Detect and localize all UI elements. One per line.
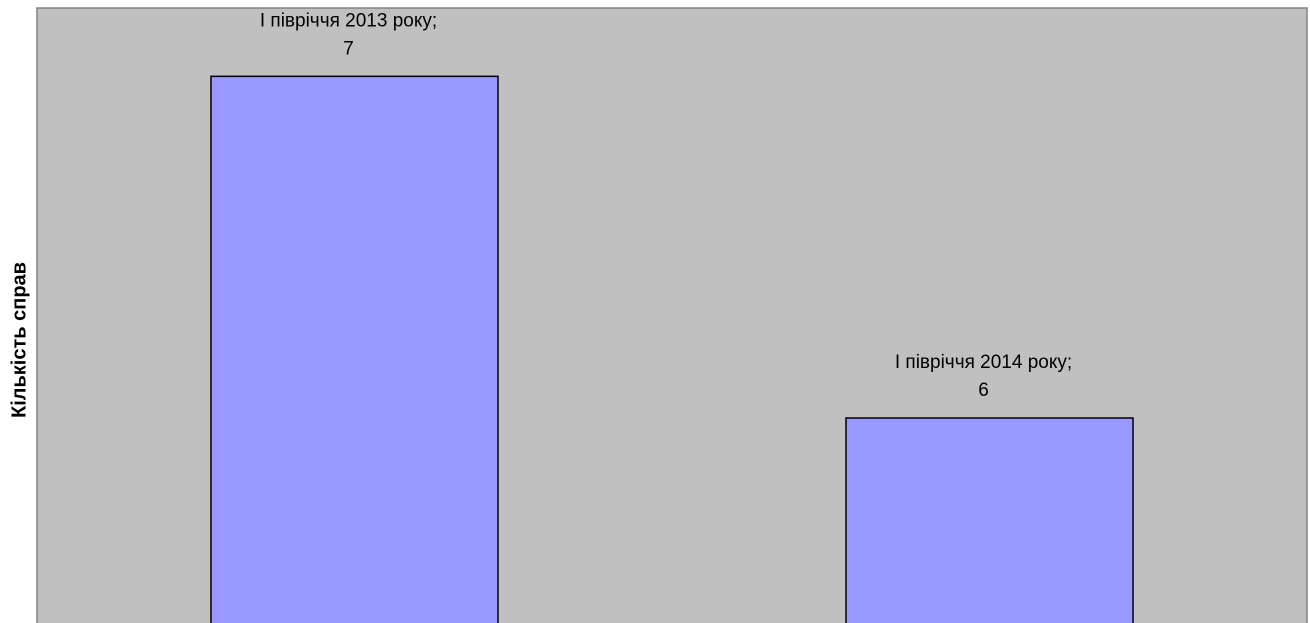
- data-label-category: І півріччя 2013 року;: [260, 10, 437, 31]
- data-label-value: 7: [343, 38, 354, 59]
- bar: [210, 75, 499, 623]
- data-label-value: 6: [978, 380, 989, 401]
- data-label-category: І півріччя 2014 року;: [895, 352, 1072, 373]
- y-axis-title: Кількість справ: [8, 262, 30, 418]
- bar: [845, 417, 1134, 623]
